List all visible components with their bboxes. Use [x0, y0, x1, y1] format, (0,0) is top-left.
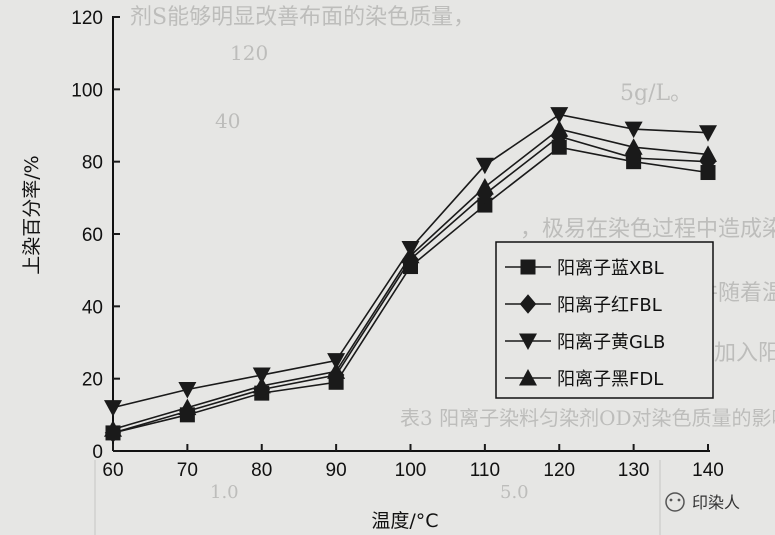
y-tick-label: 80: [82, 153, 103, 174]
watermark: 印染人: [665, 492, 740, 512]
x-tick-label: 100: [395, 460, 427, 481]
wechat-icon-eye: [669, 498, 673, 502]
y-tick-label: 0: [92, 442, 103, 463]
x-tick-label: 140: [692, 460, 724, 481]
y-axis-title: 上染百分率/%: [21, 155, 43, 274]
series-triangle-up: [104, 120, 717, 437]
y-tick-label: 40: [82, 297, 103, 318]
bleed-number-3: 1.0: [210, 482, 239, 503]
data-point-triangle-up: [624, 138, 643, 155]
data-point-triangle-down: [475, 157, 494, 175]
x-tick-label: 120: [543, 460, 575, 481]
x-tick-label: 80: [251, 460, 272, 481]
series-triangle-down: [104, 107, 717, 417]
legend-marker-diamond: [519, 294, 537, 314]
bleed-line-1: 剂S能够明显改善布面的染色质量，: [130, 5, 475, 30]
bleed-line-3: ，极易在染色过程中造成染色不均，可加入阳离: [520, 217, 775, 242]
y-tick-label: 120: [71, 8, 103, 29]
series-layer: [104, 107, 717, 443]
data-point-triangle-down: [327, 353, 346, 370]
legend-marker-square: [520, 259, 536, 275]
x-tick-label: 130: [618, 460, 650, 481]
wechat-icon-eye: [677, 498, 681, 502]
data-point-triangle-up: [252, 376, 271, 394]
data-point-triangle-down: [252, 367, 271, 385]
bleed-line-2: 5g/L。: [620, 81, 692, 106]
data-point-triangle-down: [178, 382, 197, 399]
x-tick-label: 90: [326, 460, 347, 481]
legend: 阳离子蓝XBL 阳离子红FBL 阳离子黄GLB 阳离子黑FDL: [495, 241, 714, 399]
y-ticks: 0 20 40 60 80 100 120: [71, 8, 120, 463]
data-point-triangle-down: [550, 107, 569, 124]
data-point-square: [477, 197, 493, 213]
data-point-triangle-up: [178, 398, 197, 416]
data-point-triangle-up: [699, 145, 717, 162]
legend-marker-triangle-down: [519, 333, 537, 350]
data-point-triangle-up: [327, 362, 346, 379]
legend-label: 阳离子黄GLB: [557, 332, 665, 353]
data-point-triangle-down: [624, 121, 643, 139]
data-point-triangle-up: [104, 420, 122, 437]
data-point-triangle-down: [104, 400, 122, 417]
data-point-triangle-up: [475, 177, 494, 195]
x-tick-label: 110: [470, 460, 500, 481]
x-axis-title: 温度/°C: [371, 510, 438, 532]
bleed-line-6: 表3 阳离子染料匀染剂OD对染色质量的影响: [400, 406, 775, 430]
data-point-square: [700, 165, 716, 181]
x-tick-label: 60: [102, 460, 123, 481]
bleed-number-4: 5.0: [500, 482, 529, 503]
legend-label: 阳离子红FBL: [557, 295, 662, 316]
bleed-number-1: 120: [230, 41, 268, 65]
y-tick-label: 100: [71, 80, 103, 101]
wechat-icon: [665, 492, 685, 512]
bleed-number-2: 40: [215, 109, 240, 133]
y-tick-label: 60: [82, 225, 103, 246]
legend-label: 阳离子黑FDL: [557, 369, 663, 390]
data-point-triangle-down: [699, 125, 717, 142]
legend-marker-triangle-up: [519, 369, 537, 386]
legend-label: 阳离子蓝XBL: [557, 258, 664, 279]
x-ticks: 60 70 80 90 100 110 120 130 140: [102, 444, 724, 481]
data-point-triangle-up: [550, 120, 569, 137]
x-tick-label: 70: [177, 460, 198, 481]
y-tick-label: 20: [82, 370, 103, 391]
data-point-triangle-up: [401, 246, 420, 264]
watermark-label: 印染人: [692, 493, 740, 512]
data-point-square: [551, 139, 567, 155]
